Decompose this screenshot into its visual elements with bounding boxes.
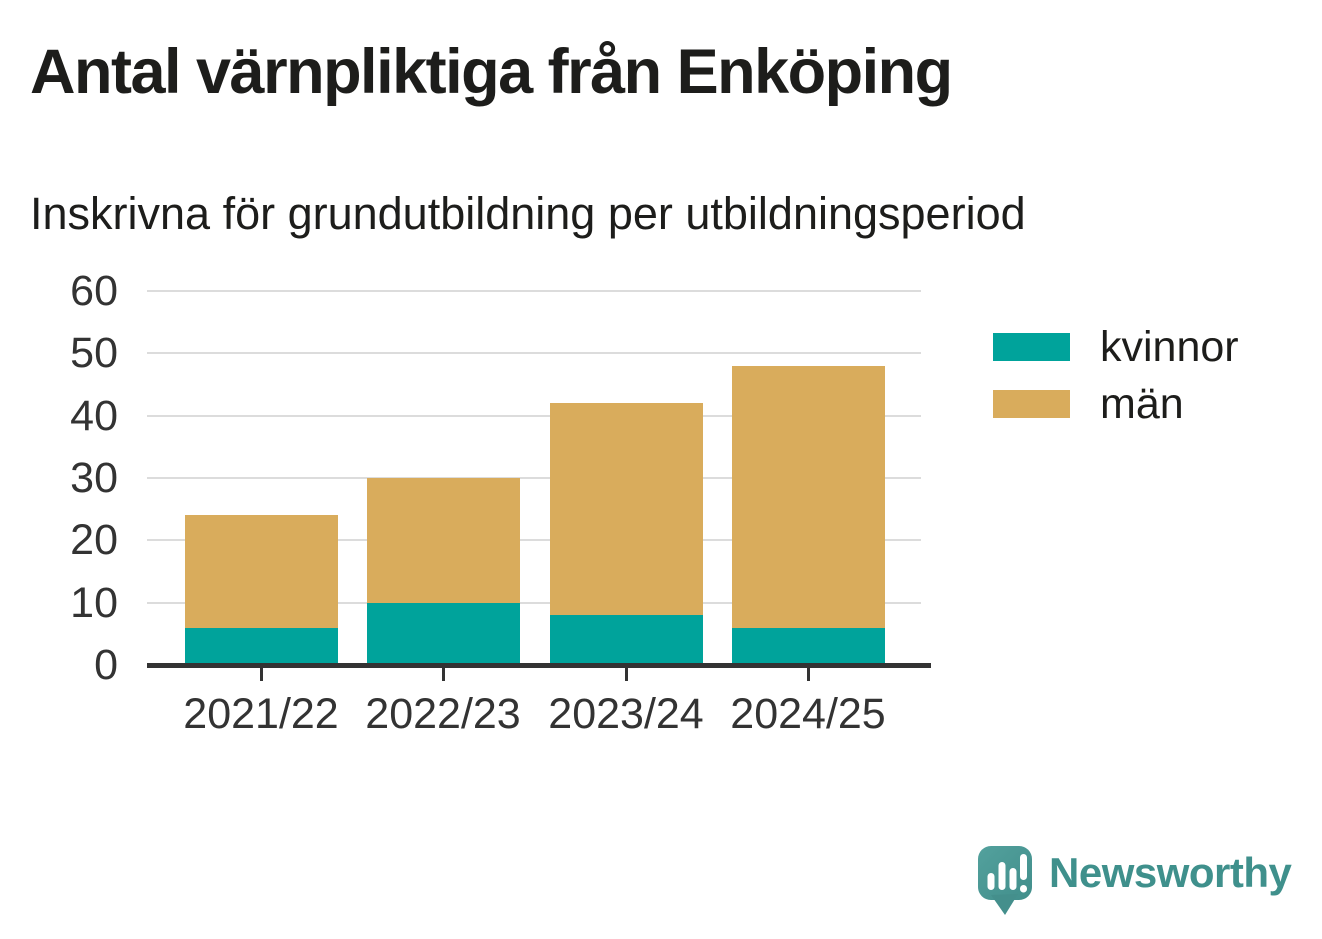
chart-subtitle: Inskrivna för grundutbildning per utbild… (30, 188, 1026, 239)
gridline (147, 414, 921, 417)
y-axis-tick-label: 30 (70, 454, 118, 502)
x-axis-tick-label: 2021/22 (183, 690, 339, 738)
legend-item-kvinnor: kvinnor (993, 325, 1239, 369)
gridline (147, 477, 921, 479)
x-axis-tick (624, 668, 628, 681)
x-axis-tick-label: 2024/25 (730, 690, 886, 738)
bar-segment-kvinnor (549, 615, 703, 665)
legend: kvinnor män (993, 325, 1239, 426)
legend-label-man: män (1100, 380, 1184, 428)
bar-segment-mn (731, 365, 885, 628)
legend-swatch-man (993, 390, 1070, 418)
bar-segment-mn (549, 403, 703, 616)
x-axis-tick (441, 668, 445, 681)
bar-segment-kvinnor (731, 627, 885, 665)
y-axis-tick-label: 50 (70, 329, 118, 378)
bar-segment-kvinnor (366, 602, 520, 665)
legend-item-man: män (993, 382, 1239, 426)
newsworthy-logo-text: Newsworthy (1049, 849, 1292, 896)
y-axis-tick-label: 40 (70, 391, 118, 440)
y-axis-tick-label: 10 (70, 578, 118, 627)
newsworthy-logo-icon (978, 846, 1032, 915)
y-axis-tick-label: 60 (70, 267, 118, 315)
gridline (147, 601, 921, 604)
legend-label-kvinnor: kvinnor (1100, 323, 1239, 371)
newsworthy-logo: Newsworthy (977, 845, 1292, 917)
gridline (147, 290, 921, 292)
x-axis-line (147, 663, 931, 668)
x-axis-tick-label: 2022/23 (365, 690, 521, 738)
gridline (147, 352, 921, 355)
bar-segment-mn (366, 478, 520, 603)
x-axis-tick (806, 668, 810, 681)
legend-swatch-kvinnor (993, 333, 1070, 361)
bar-segment-kvinnor (184, 627, 338, 665)
y-axis-tick-label: 20 (70, 516, 118, 565)
chart-title: Antal värnpliktiga från Enköping (30, 37, 953, 107)
y-axis-tick-label: 0 (94, 641, 118, 689)
x-axis-tick-label: 2023/24 (548, 690, 704, 738)
gridline (147, 539, 921, 542)
bar-segment-mn (184, 515, 338, 628)
x-axis-tick (259, 668, 263, 681)
